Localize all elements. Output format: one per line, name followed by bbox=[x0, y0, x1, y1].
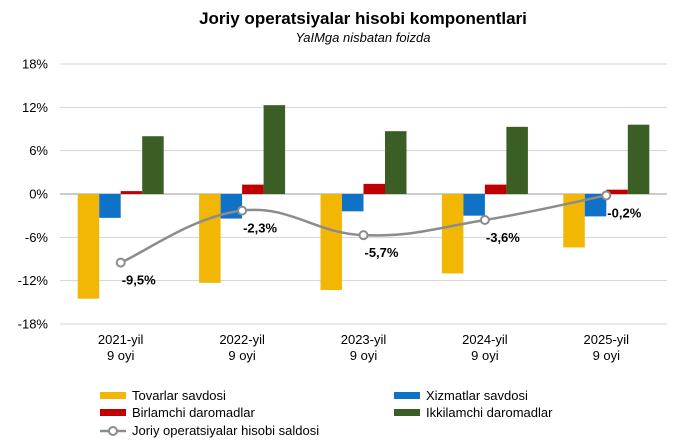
bar-birlamchi-daromadlar bbox=[242, 184, 264, 194]
y-tick-label: 18% bbox=[22, 57, 48, 72]
bar-ikkilamchi-daromadlar bbox=[506, 126, 528, 194]
bar-xizmatlar-savdosi bbox=[342, 194, 364, 212]
y-tick-label: 0% bbox=[29, 187, 48, 202]
x-tick-label: 9 oyi bbox=[228, 348, 256, 363]
y-tick-label: -12% bbox=[18, 273, 49, 288]
x-tick-label: 2021-yil bbox=[98, 332, 144, 347]
bar-ikkilamchi-daromadlar bbox=[263, 105, 286, 194]
legend-swatch bbox=[100, 409, 126, 416]
y-tick-label: -6% bbox=[25, 230, 49, 245]
x-tick-label: 2022-yil bbox=[219, 332, 265, 347]
bar-tovarlar-savdosi bbox=[563, 194, 585, 248]
bar-xizmatlar-savdosi bbox=[99, 194, 121, 218]
bar-tovarlar-savdosi bbox=[199, 194, 221, 283]
legend-label: Birlamchi daromadlar bbox=[132, 405, 255, 420]
balance-data-label: -9,5% bbox=[122, 273, 156, 288]
x-tick-label: 9 oyi bbox=[471, 348, 499, 363]
bar-xizmatlar-savdosi bbox=[463, 194, 485, 216]
legend-line-marker bbox=[108, 426, 118, 436]
bar-tovarlar-savdosi bbox=[441, 194, 464, 274]
legend-label: Tovarlar savdosi bbox=[132, 388, 226, 403]
balance-point bbox=[237, 205, 248, 216]
x-tick-label: 9 oyi bbox=[107, 348, 135, 363]
bar-birlamchi-daromadlar bbox=[606, 189, 628, 194]
legend: Tovarlar savdosi Xizmatlar savdosi Birlamc… bbox=[100, 388, 553, 438]
balance-point bbox=[479, 215, 490, 225]
chart-subtitle: YaIMga nisbatan foizda bbox=[296, 30, 431, 45]
balance-data-label: -5,7% bbox=[365, 245, 399, 260]
balance-data-label: -2,3% bbox=[243, 221, 277, 236]
x-tick-label: 2025-yil bbox=[584, 332, 630, 347]
bar-birlamchi-daromadlar bbox=[120, 191, 143, 194]
bar-tovarlar-savdosi bbox=[320, 194, 342, 291]
bar-birlamchi-daromadlar bbox=[363, 183, 385, 194]
balance-point bbox=[601, 190, 612, 201]
bar-ikkilamchi-daromadlar bbox=[385, 131, 407, 194]
legend-label: Joriy operatsiyalar hisobi saldosi bbox=[132, 423, 319, 438]
y-tick-label: 6% bbox=[29, 143, 48, 158]
bar-tovarlar-savdosi bbox=[77, 194, 100, 299]
balance-point bbox=[358, 230, 369, 241]
bar-ikkilamchi-daromadlar bbox=[142, 136, 164, 194]
legend-label: Ikkilamchi daromadlar bbox=[426, 405, 553, 420]
y-tick-label: 12% bbox=[22, 100, 48, 115]
bar-birlamchi-daromadlar bbox=[484, 184, 507, 194]
x-tick-label: 2023-yil bbox=[341, 332, 387, 347]
x-tick-label: 9 oyi bbox=[350, 348, 378, 363]
x-tick-label: 9 oyi bbox=[593, 348, 621, 363]
bar-ikkilamchi-daromadlar bbox=[627, 124, 650, 194]
y-tick-label: -18% bbox=[18, 317, 49, 332]
chart-title: Joriy operatsiyalar hisobi komponentlari bbox=[199, 9, 527, 28]
bars bbox=[77, 105, 650, 299]
balance-data-label: -0,2% bbox=[607, 205, 641, 220]
legend-label: Xizmatlar savdosi bbox=[426, 388, 528, 403]
balance-data-label: -3,6% bbox=[486, 230, 520, 245]
legend-swatch bbox=[394, 409, 420, 416]
x-tick-label: 2024-yil bbox=[462, 332, 508, 347]
legend-swatch bbox=[100, 392, 126, 399]
legend-swatch bbox=[394, 392, 420, 399]
balance-point bbox=[115, 257, 126, 268]
balance-line: -9,5% -2,3% -5,7% -3,6% -0,2% bbox=[115, 190, 642, 288]
y-axis-ticks: -18% -12% -6% 0% 6% 12% 18% bbox=[18, 57, 49, 332]
